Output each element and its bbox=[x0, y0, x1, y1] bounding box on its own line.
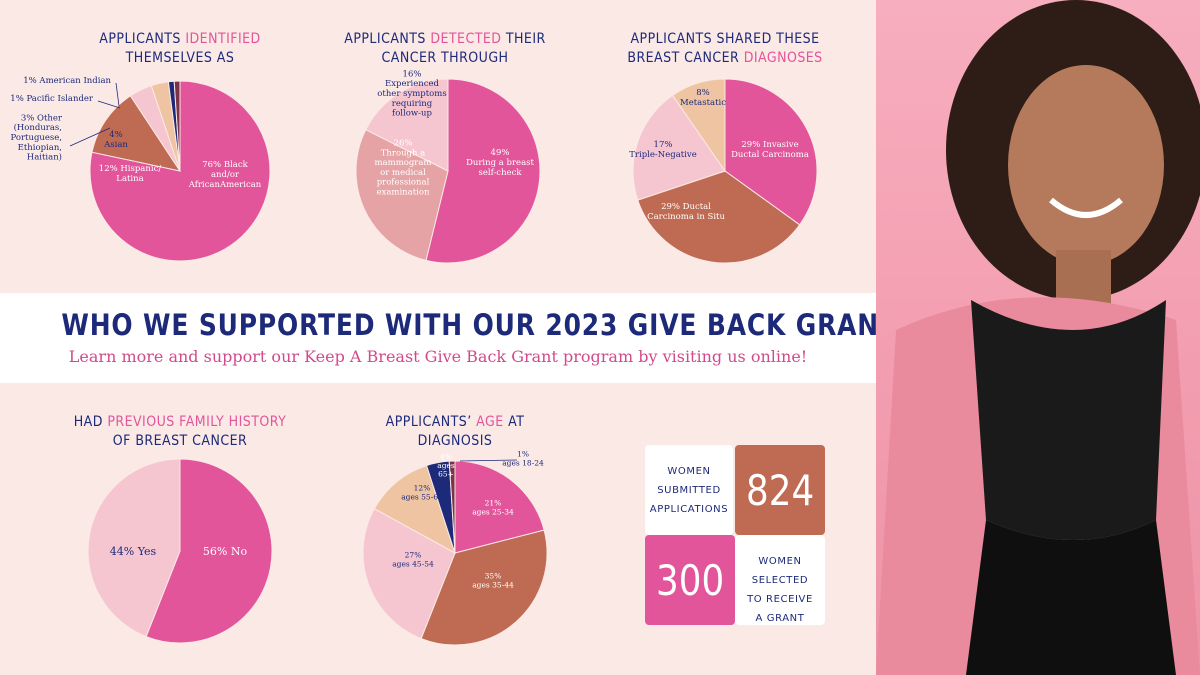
selected-label-box bbox=[735, 535, 825, 625]
age-label-1: 35% ages 35-44 bbox=[472, 572, 514, 590]
identity-leader-3 bbox=[69, 127, 111, 147]
identity-leader-4 bbox=[97, 100, 121, 109]
family-label-1: 44% Yes bbox=[110, 545, 157, 558]
diagnoses-label-0: 29% Invasive Ductal Carcinoma bbox=[731, 140, 809, 160]
age-label-3: 12% ages 55-64 bbox=[401, 484, 443, 502]
selected-count-box: 300 bbox=[645, 535, 735, 625]
diagnoses-label-3: 8% Metastatic bbox=[680, 88, 726, 108]
submitted-label-box bbox=[645, 445, 733, 535]
identity-slice-1 bbox=[91, 95, 182, 172]
detection-label-1: 26% Through a mammogram or medical professio… bbox=[375, 139, 432, 198]
chart-family: 56% No 44% Yes bbox=[87, 458, 273, 644]
selected-label: WOMEN SELECTED TO RECEIVE A GRANT bbox=[747, 556, 813, 624]
identity-label-0: 76% Black and/or AfricanAmerican bbox=[188, 160, 262, 190]
diagnoses-slice-0 bbox=[724, 78, 818, 226]
detection-label-2: 16% Experienced other symptoms requiring fol… bbox=[377, 69, 446, 118]
submitted-count: 824 bbox=[745, 465, 815, 515]
headline-band bbox=[0, 293, 876, 383]
age-slice-2 bbox=[362, 507, 456, 640]
identity-label-1: 12% Hispanic/Latina bbox=[99, 164, 162, 184]
family-slice-0 bbox=[145, 458, 273, 644]
detection-label-0: 49% During a breast self-check bbox=[466, 148, 534, 178]
diagnoses-label-2: 17% Triple-Negative bbox=[629, 140, 696, 160]
detection-slice-2 bbox=[365, 78, 449, 172]
diagnoses-slice-1 bbox=[637, 170, 801, 264]
age-label-0: 21% ages 25-34 bbox=[472, 499, 514, 517]
chart-title-diagnoses: APPLICANTS SHARED THESE BREAST CANCER DI… bbox=[627, 31, 823, 66]
detection-slice-0 bbox=[425, 78, 541, 264]
chart-title-age: APPLICANTS’ AGE AT DIAGNOSIS bbox=[385, 414, 525, 449]
detection-slice-1 bbox=[355, 128, 449, 261]
age-slice-0 bbox=[454, 460, 545, 554]
chart-title-identity: APPLICANTS IDENTIFIED THEMSELVES AS bbox=[99, 31, 261, 66]
page-subline[interactable]: Learn more and support our Keep A Breast… bbox=[68, 347, 808, 366]
submitted-label: WOMEN SUBMITTED APPLICATIONS bbox=[649, 466, 729, 515]
age-slice-5 bbox=[448, 460, 456, 554]
age-leader-5 bbox=[459, 459, 518, 462]
identity-leader-5 bbox=[115, 82, 120, 107]
chart-title-family: HAD PREVIOUS FAMILY HISTORY OF BREAST CA… bbox=[73, 414, 287, 449]
identity-label-2: 4% Asian bbox=[103, 130, 128, 150]
diagnoses-label-1: 29% Ductal Carcinoma in Situ bbox=[647, 202, 725, 222]
page-headline: WHO WE SUPPORTED WITH OUR 2023 GIVE BACK… bbox=[61, 308, 1010, 342]
identity-label-4: 1% Pacific Islander bbox=[10, 94, 94, 104]
age-label-4: 4% ages 65+ bbox=[437, 452, 455, 478]
portrait-illustration bbox=[876, 0, 1200, 675]
chart-title-detection: APPLICANTS DETECTED THEIR CANCER THROUGH bbox=[344, 31, 546, 66]
age-slice-1 bbox=[420, 529, 548, 646]
identity-label-5: 1% American Indian bbox=[23, 76, 111, 86]
chart-detection: 49% During a breast self-check 26% Through a… bbox=[355, 69, 541, 264]
chart-diagnoses: 29% Invasive Ductal Carcinoma 29% Ductal Ca… bbox=[629, 78, 818, 264]
age-slice-3 bbox=[373, 464, 456, 555]
chart-age: 21% ages 25-34 35% ages 35-44 27% ages 45-54 1… bbox=[362, 450, 548, 646]
chart-identity: 76% Black and/or AfricanAmerican 12% Hispan… bbox=[10, 76, 271, 262]
identity-slice-5 bbox=[173, 80, 181, 172]
selected-count: 300 bbox=[655, 555, 725, 605]
diagnoses-slice-2 bbox=[632, 94, 726, 201]
submitted-count-box: 824 bbox=[735, 445, 825, 535]
diagnoses-slice-3 bbox=[671, 78, 726, 173]
family-label-0: 56% No bbox=[203, 545, 248, 558]
family-slice-1 bbox=[87, 458, 181, 638]
identity-label-3: 3% Other (Honduras, Portuguese, Ethiopian, H… bbox=[11, 113, 63, 162]
portrait-photo bbox=[876, 0, 1200, 675]
age-label-2: 27% ages 45-54 bbox=[392, 551, 434, 569]
age-label-5: 1% ages 18-24 bbox=[502, 450, 544, 468]
